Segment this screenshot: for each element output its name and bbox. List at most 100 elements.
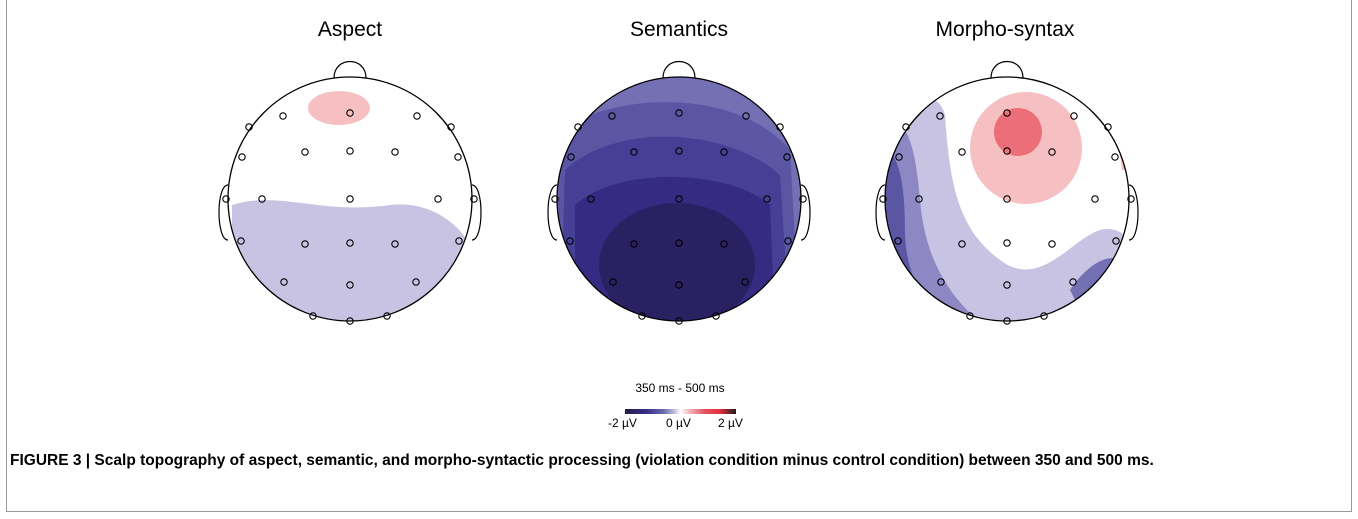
electrode (720, 240, 728, 248)
electrode (966, 312, 974, 320)
electrode (391, 240, 399, 248)
electrode (346, 195, 354, 203)
electrode (1127, 195, 1135, 203)
electrode (301, 148, 309, 156)
electrode (447, 123, 455, 131)
electrode (1091, 195, 1099, 203)
electrode (1003, 195, 1011, 203)
figure-panel (6, 0, 1352, 512)
right-ear (471, 184, 482, 241)
electrode (608, 112, 616, 120)
electrode (470, 195, 478, 203)
electrode (1048, 240, 1056, 248)
scalp-outline (884, 76, 1130, 322)
figure-caption: FIGURE 3 | Scalp topography of aspect, s… (10, 452, 1154, 469)
electrode (1003, 109, 1011, 117)
electrode-layer (222, 109, 1135, 325)
electrode (454, 153, 462, 161)
electrode (413, 112, 421, 120)
electrode (1003, 239, 1011, 247)
electrode (1111, 153, 1119, 161)
electrode (741, 278, 749, 286)
electrode (1104, 123, 1112, 131)
nose (662, 61, 696, 79)
electrode (346, 109, 354, 117)
electrode (675, 147, 683, 155)
electrode (799, 195, 807, 203)
electrode (391, 148, 399, 156)
electrode (675, 239, 683, 247)
electrode (915, 195, 923, 203)
electrode (346, 317, 354, 325)
electrode (784, 237, 792, 245)
electrode (434, 195, 442, 203)
electrode (455, 237, 463, 245)
head-morpho-syntax (875, 61, 1139, 322)
electrode (894, 237, 902, 245)
electrode (1069, 278, 1077, 286)
map-title-semantics: Semantics (629, 18, 729, 41)
electrode (638, 312, 646, 320)
electrode (587, 195, 595, 203)
electrode (346, 239, 354, 247)
scalp-outline (227, 76, 473, 322)
time-window-label: 350 ms - 500 ms (635, 381, 725, 395)
electrode (1003, 281, 1011, 289)
left-ear (218, 184, 229, 241)
head-semantics (547, 61, 811, 322)
nose (990, 61, 1024, 79)
electrode (902, 123, 910, 131)
colorbar-mid-label: 0 µV (666, 416, 691, 430)
electrode (1003, 147, 1011, 155)
map-title-aspect: Aspect (317, 18, 383, 41)
electrode (630, 148, 638, 156)
electrode (630, 240, 638, 248)
left-ear (547, 184, 558, 241)
electrode (742, 112, 750, 120)
electrode (1112, 237, 1120, 245)
electrode (280, 278, 288, 286)
electrode (346, 147, 354, 155)
electrode (1003, 317, 1011, 325)
right-ear (800, 184, 811, 241)
electrode (675, 109, 683, 117)
positive-region (308, 91, 370, 125)
electrode (412, 278, 420, 286)
electrode (675, 195, 683, 203)
electrode (783, 153, 791, 161)
electrode (776, 123, 784, 131)
electrode (1048, 148, 1056, 156)
left-ear (875, 184, 886, 241)
electrode (879, 195, 887, 203)
electrode (346, 281, 354, 289)
electrode (1040, 312, 1048, 320)
nose (333, 61, 367, 79)
electrode (383, 312, 391, 320)
electrode (574, 123, 582, 131)
electrode (1070, 112, 1078, 120)
electrode (958, 148, 966, 156)
electrode (712, 312, 720, 320)
electrode (895, 153, 903, 161)
electrode (238, 153, 246, 161)
electrode (675, 317, 683, 325)
electrode (301, 240, 309, 248)
negative-region (232, 200, 470, 321)
colorbar (625, 409, 736, 414)
electrode (245, 123, 253, 131)
electrode (567, 153, 575, 161)
electrode (763, 195, 771, 203)
electrode (222, 195, 230, 203)
electrode (279, 112, 287, 120)
colorbar-max-label: 2 µV (718, 416, 743, 430)
scalp-outline (556, 76, 802, 322)
electrode (258, 195, 266, 203)
head-aspect (218, 61, 482, 322)
electrode (309, 312, 317, 320)
electrode (566, 237, 574, 245)
colorbar-min-label: -2 µV (608, 416, 637, 430)
electrode (551, 195, 559, 203)
electrode (937, 278, 945, 286)
electrode (609, 278, 617, 286)
